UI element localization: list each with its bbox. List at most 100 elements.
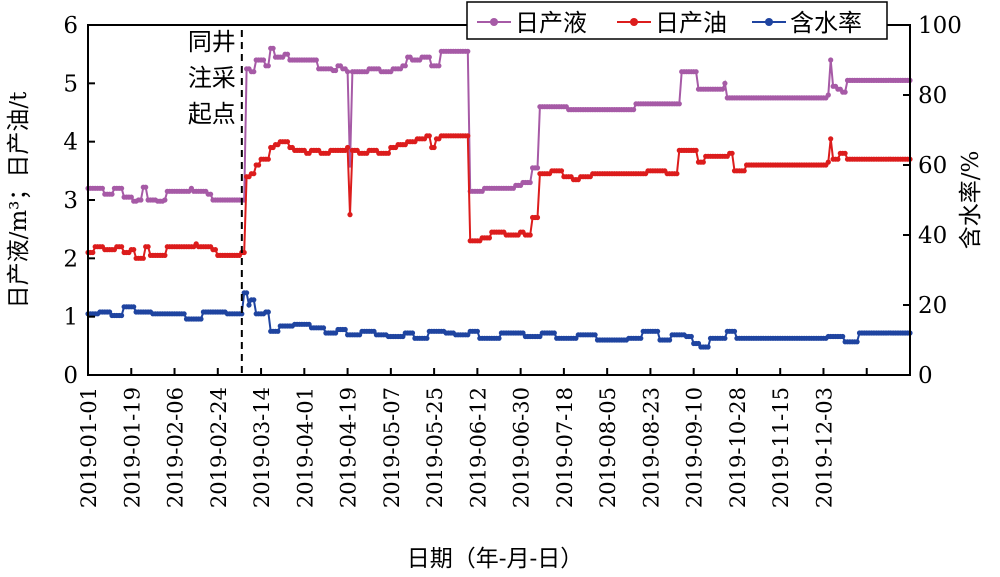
data-point [700, 159, 706, 165]
data-point [241, 249, 247, 256]
data-point [631, 107, 637, 113]
data-point [638, 335, 644, 341]
data-point [426, 54, 432, 60]
data-point [320, 325, 327, 331]
y-axis-right-label: 含水率/% [958, 151, 984, 250]
data-point [90, 249, 96, 256]
x-tick-label: 2019-04-19 [337, 387, 361, 508]
x-tick-label: 2019-02-06 [164, 387, 188, 508]
x-tick-label: 2019-03-14 [250, 387, 274, 508]
x-tick-label: 2019-01-01 [77, 387, 101, 508]
data-point [181, 311, 187, 317]
data-point [496, 335, 502, 341]
legend-label: 日产油 [655, 9, 727, 37]
data-point [424, 335, 430, 341]
data-point [741, 168, 747, 174]
data-point [140, 255, 146, 261]
data-point [719, 86, 726, 92]
data-point [208, 191, 214, 197]
data-point [162, 197, 168, 203]
data-point [265, 156, 271, 162]
data-point [260, 57, 267, 63]
data-point [705, 344, 711, 350]
data-point [426, 133, 432, 139]
data-point [551, 330, 557, 336]
data-point [333, 67, 339, 74]
series-group-0 [85, 45, 913, 204]
data-point [527, 232, 533, 238]
data-point [347, 212, 353, 218]
data-point [674, 171, 680, 177]
legend-label: 日产液 [515, 9, 587, 37]
data-point [828, 57, 834, 63]
data-point [138, 197, 144, 203]
data-point [534, 214, 541, 221]
data-point [251, 171, 257, 177]
data-point [840, 333, 846, 340]
y-left-tick-label: 2 [63, 246, 78, 272]
y-left-tick-label: 1 [63, 305, 78, 331]
data-point [825, 159, 831, 165]
data-point [342, 326, 348, 333]
data-point [143, 184, 149, 190]
data-point [402, 63, 408, 69]
data-point [676, 101, 682, 107]
data-point [688, 333, 694, 340]
data-point [345, 69, 351, 75]
data-point [275, 328, 281, 334]
x-tick-label: 2019-12-03 [812, 387, 836, 508]
data-point [313, 57, 319, 63]
data-point [385, 150, 391, 156]
data-point [854, 339, 860, 345]
y-left-tick-label: 3 [63, 188, 78, 214]
data-point [119, 312, 125, 319]
x-tick-label: 2019-06-12 [466, 387, 490, 508]
data-point [835, 156, 841, 162]
y-left-tick-label: 4 [63, 130, 78, 156]
x-axis-label: 日期（年-月-日） [407, 546, 584, 572]
annotation-text-line: 起点 [188, 100, 236, 128]
data-point [265, 63, 271, 69]
data-point [246, 302, 252, 308]
data-point [842, 150, 848, 156]
y-right-tick-label: 0 [918, 363, 933, 389]
data-point [828, 136, 834, 142]
data-point [409, 330, 416, 336]
data-point [131, 304, 137, 310]
data-point [128, 194, 134, 200]
x-tick-label: 2019-08-23 [639, 387, 663, 508]
data-point [244, 290, 250, 296]
data-point [825, 92, 831, 98]
data-point [345, 144, 351, 151]
series-group-2 [85, 290, 913, 350]
y-left-tick-label: 5 [63, 71, 78, 97]
y-right-tick-label: 60 [918, 153, 947, 179]
x-tick-label: 2019-02-24 [207, 387, 231, 508]
y-left-tick-label: 0 [63, 363, 78, 389]
data-point [722, 335, 728, 341]
y-right-tick-label: 20 [918, 293, 947, 319]
y-right-tick-label: 80 [918, 83, 947, 109]
data-point [119, 185, 125, 191]
data-point [251, 297, 257, 303]
legend-swatch-marker [765, 18, 773, 26]
data-point [162, 252, 168, 258]
y-axis-left-label: 日产液/m³；日产油/t [6, 91, 32, 309]
data-point [145, 244, 151, 250]
data-point [474, 328, 480, 334]
data-point [592, 332, 598, 338]
x-tick-label: 2019-07-18 [553, 387, 577, 508]
data-point [436, 63, 442, 69]
data-point [131, 247, 137, 253]
data-point [270, 45, 276, 51]
data-point [109, 191, 115, 197]
legend-label: 含水率 [790, 9, 862, 37]
legend: 日产液 日产油 含水率 [466, 1, 888, 40]
data-point [729, 150, 735, 156]
data-point [212, 247, 218, 253]
x-tick-label: 2019-04-01 [293, 387, 317, 508]
